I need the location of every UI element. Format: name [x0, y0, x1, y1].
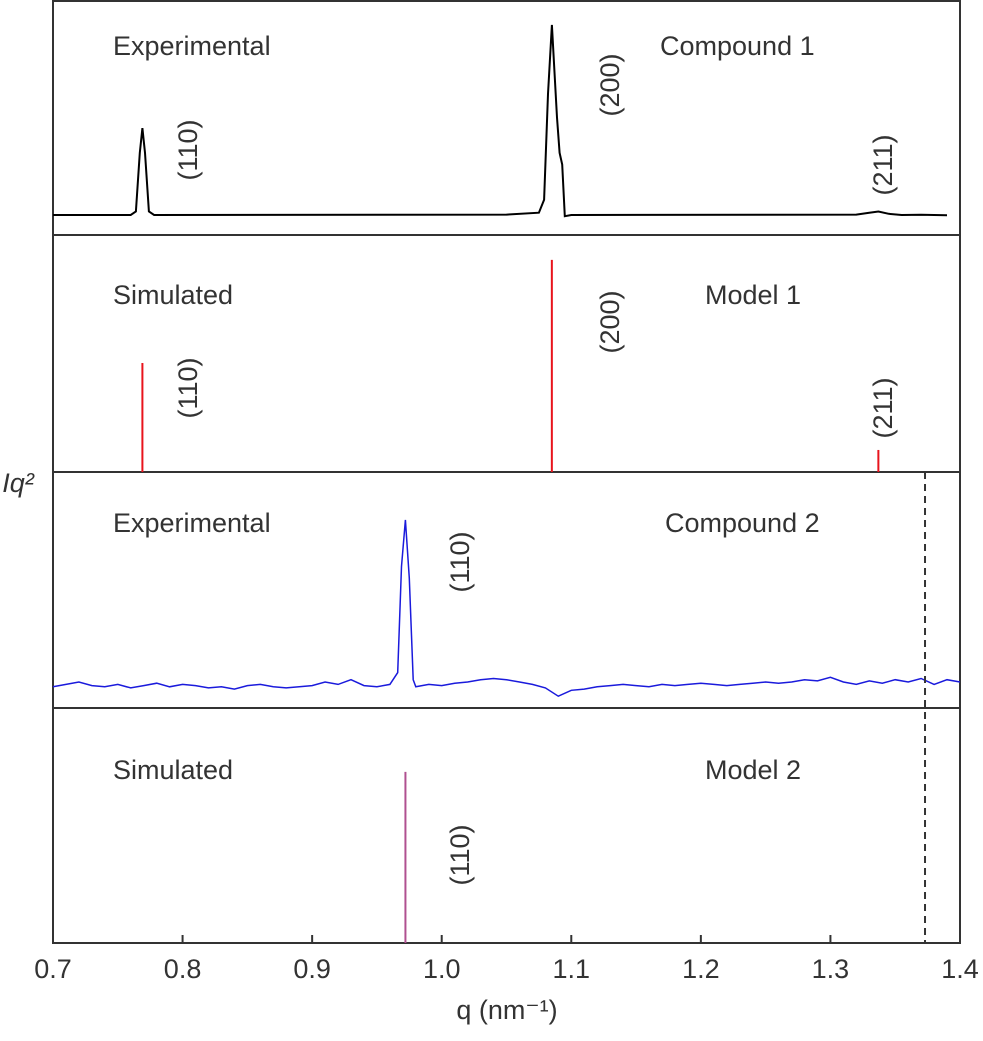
x-axis-label: q (nm⁻¹) [456, 995, 557, 1025]
x-tick-label: 0.9 [293, 954, 331, 984]
panel-title: Simulated [113, 280, 233, 310]
x-tick-label: 1.0 [423, 954, 461, 984]
peak-label: (110) [173, 357, 203, 418]
x-tick-label: 1.4 [941, 954, 979, 984]
peak-label: (200) [595, 53, 625, 116]
peak-label: (200) [595, 290, 625, 353]
peak-label: (211) [868, 134, 898, 195]
sample-name: Compound 1 [660, 31, 815, 61]
x-tick-label: 1.3 [812, 954, 850, 984]
peak-label: (110) [445, 531, 475, 592]
panel-title: Experimental [113, 508, 271, 538]
peak-label: (211) [868, 377, 898, 438]
y-axis-label: Iq² [2, 468, 35, 498]
panel-title: Simulated [113, 755, 233, 785]
peak-label: (110) [445, 824, 475, 885]
sample-name: Model 1 [705, 280, 801, 310]
peak-label: (110) [173, 119, 203, 180]
x-tick-label: 0.8 [164, 954, 202, 984]
x-tick-label: 0.7 [34, 954, 72, 984]
panel-title: Experimental [113, 31, 271, 61]
x-tick-label: 1.2 [682, 954, 720, 984]
sample-name: Model 2 [705, 755, 801, 785]
x-tick-label: 1.1 [553, 954, 591, 984]
spectrum-line [52, 519, 961, 698]
spectrum-line [53, 24, 948, 218]
sample-name: Compound 2 [665, 508, 820, 538]
